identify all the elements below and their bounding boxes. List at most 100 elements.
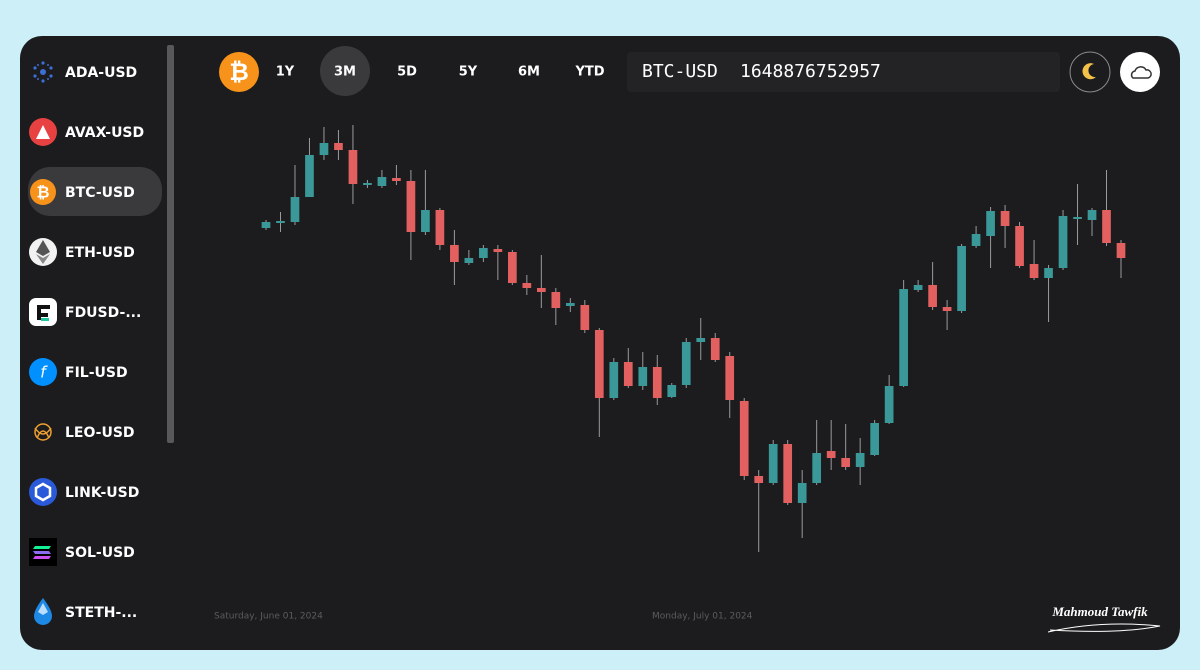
sidebar-item[interactable]: FIL-USD [65, 365, 128, 381]
range-buttons: 1Y 3M 5D 5Y 6M YTD [276, 65, 605, 80]
candle-body [450, 245, 459, 262]
candle-body [754, 476, 764, 483]
candle-body [1058, 216, 1068, 268]
candle-body [377, 177, 387, 186]
candle-body [652, 367, 662, 398]
sidebar-item[interactable]: FDUSD-... [65, 305, 141, 321]
candle-body [464, 258, 474, 263]
candle-body [493, 249, 503, 252]
sidebar-item[interactable]: AVAX-USD [65, 125, 144, 141]
sidebar-item[interactable]: BTC-USD [65, 185, 135, 201]
dark-mode-button[interactable] [1069, 51, 1111, 93]
candle-body [870, 423, 879, 455]
candle-body [638, 367, 648, 386]
candlestick-chart [261, 125, 1126, 552]
candle-body [609, 362, 619, 398]
candle-body [855, 453, 865, 467]
svg-text:₿: ₿ [229, 58, 249, 86]
candle-body [942, 307, 952, 311]
candle-body [696, 338, 706, 342]
fdusd-icon [29, 298, 57, 326]
sidebar-item[interactable]: STETH-... [65, 605, 137, 621]
candle-body [290, 197, 300, 222]
range-selected [320, 46, 370, 96]
candle-body [623, 362, 633, 386]
candle-body [551, 292, 561, 308]
candle-body [812, 453, 822, 483]
candle-body [1000, 211, 1010, 226]
sidebar-item[interactable]: LEO-USD [65, 425, 135, 441]
range-button[interactable]: 6M [518, 65, 540, 80]
x-tick-label: Saturday, June 01, 2024 [214, 612, 323, 622]
light-mode-button[interactable] [1120, 52, 1160, 92]
range-button[interactable]: YTD [574, 65, 604, 80]
candle-body [1015, 226, 1024, 266]
candle-body [1087, 210, 1097, 220]
candle-body [957, 246, 966, 311]
leo-icon [34, 423, 52, 441]
sidebar-item[interactable]: ADA-USD [65, 65, 137, 81]
candle-body [1116, 243, 1126, 258]
candle-body [406, 181, 416, 232]
candle-body [522, 283, 532, 288]
signature: Mahmoud Tawfik [1051, 604, 1148, 619]
candle-body [725, 356, 735, 400]
candle-body [421, 210, 430, 232]
candle-body [580, 305, 590, 330]
candle-body [594, 330, 604, 398]
range-button[interactable]: 5Y [459, 65, 478, 80]
candle-body [681, 342, 691, 385]
candle-body [305, 155, 314, 197]
sol-icon [29, 538, 57, 566]
candle-body [1029, 264, 1039, 278]
candle-body [536, 288, 546, 292]
candle-body [986, 211, 995, 236]
candle-body [667, 385, 677, 397]
candle-body [797, 483, 807, 503]
sidebar-item[interactable]: ETH-USD [65, 245, 135, 261]
range-button[interactable]: 3M [334, 65, 356, 80]
sidebar-item[interactable]: SOL-USD [65, 545, 135, 561]
candle-body [1102, 210, 1111, 243]
fil-icon: f [29, 358, 57, 386]
candle-body [739, 401, 749, 476]
svg-text:₿: ₿ [36, 183, 49, 202]
range-button[interactable]: 1Y [276, 65, 295, 80]
candle-body [276, 221, 285, 223]
ticker-value: 1648876752957 [740, 61, 881, 82]
candle-body [783, 444, 793, 503]
bitcoin-logo[interactable]: ₿ [219, 52, 259, 92]
candle-body [1044, 268, 1053, 278]
ada-icon [33, 61, 53, 83]
svg-text:f: f [40, 363, 48, 382]
range-button[interactable]: 5D [397, 65, 417, 80]
candle-body [334, 143, 343, 150]
candle-body [768, 444, 778, 483]
candle-body [841, 458, 851, 467]
sidebar-item[interactable]: LINK-USD [65, 485, 139, 501]
candle-body [261, 222, 271, 228]
candle-body [1073, 217, 1082, 219]
avax-icon [29, 118, 57, 146]
x-tick-label: Monday, July 01, 2024 [652, 612, 753, 622]
candle-body [435, 210, 445, 245]
candle-body [392, 178, 401, 181]
candle-body [348, 150, 358, 184]
candle-body [508, 252, 517, 283]
candle-body [710, 338, 720, 360]
candle-body [928, 285, 937, 307]
candle-body [971, 234, 981, 246]
btc-icon: ₿ [30, 179, 56, 205]
ticker-box [627, 52, 1060, 92]
candle-body [826, 451, 836, 458]
steth-icon [34, 598, 52, 625]
selected-item [28, 167, 162, 216]
ticker-symbol: BTC-USD [642, 61, 718, 82]
candle-body [884, 386, 894, 423]
candle-body [479, 248, 488, 258]
scrollbar[interactable] [167, 45, 174, 443]
eth-icon [29, 238, 57, 266]
sidebar: ADA-USD AVAX-USD BTC-USD ETH-USD FDUSD-... FI… [65, 65, 144, 621]
candle-body [913, 285, 923, 290]
